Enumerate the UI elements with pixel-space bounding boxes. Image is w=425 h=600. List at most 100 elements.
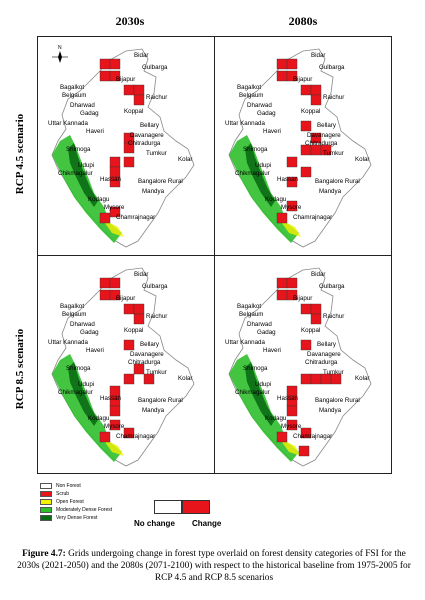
place-label: Chamrajnagar — [116, 214, 155, 221]
change-grid-cell — [286, 200, 298, 212]
change-grid-cell — [133, 94, 145, 106]
place-label: Bagalkot — [237, 84, 261, 91]
change-grid-cell — [310, 132, 322, 144]
change-grid-cell — [286, 70, 298, 82]
place-label: Tumkur — [146, 150, 167, 157]
place-label: Raichur — [323, 313, 344, 320]
place-label: Davanagere — [307, 351, 341, 358]
place-label: Mandya — [319, 188, 342, 195]
change-grid-cell — [123, 303, 135, 315]
change-grid-cell — [310, 313, 322, 325]
place-label: Dharwad — [247, 102, 272, 109]
place-label: Gulbarga — [142, 283, 168, 290]
place-label: Kolar — [355, 156, 369, 163]
change-grid-cell — [300, 84, 312, 96]
place-label: Shimoga — [66, 365, 91, 372]
legend-swatch — [40, 499, 52, 505]
very-dense-forest-region — [68, 362, 98, 426]
place-label: Raichur — [146, 94, 167, 101]
very-dense-forest-region — [245, 362, 275, 426]
place-label: Belgaum — [62, 311, 86, 318]
change-grid-cell — [133, 84, 145, 96]
change-grid-cell — [109, 70, 121, 82]
change-grid-cell — [286, 289, 298, 301]
caption-text: Grids undergoing change in forest type o… — [17, 549, 411, 583]
place-label: Kolar — [355, 375, 369, 382]
change-grid-cell — [286, 405, 298, 417]
change-grid-cell — [310, 94, 322, 106]
place-label: Shimoga — [243, 365, 268, 372]
change-grid-cell — [286, 176, 298, 188]
place-label: Shimoga — [243, 146, 268, 153]
figure-caption: Figure 4.7: Grids undergoing change in f… — [14, 548, 414, 584]
change-grid-cell — [300, 339, 312, 351]
change-grid-cell — [300, 120, 312, 132]
change-grid-cell — [300, 166, 312, 178]
row-label-rcp85: RCP 8.5 scenario — [14, 328, 26, 410]
change-swatch — [182, 500, 210, 514]
change-grid-cell — [310, 84, 322, 96]
place-label: Gadag — [80, 110, 99, 117]
place-label: Koppal — [301, 327, 320, 334]
place-label: Gadag — [257, 329, 276, 336]
place-label: Bidar — [311, 52, 325, 59]
place-label: Bijapur — [293, 76, 312, 83]
change-grid-cell — [99, 289, 111, 301]
no-change-label: No change — [134, 519, 175, 528]
change-grid-cell — [99, 70, 111, 82]
change-grid-cell — [99, 58, 111, 70]
change-grid-cell — [109, 176, 121, 188]
change-grid-cell — [276, 277, 288, 289]
place-label: Chikmagalur — [235, 389, 270, 396]
place-label: Bagalkot — [60, 303, 84, 310]
place-label: Chikmagalur — [235, 170, 270, 177]
map-panel-rcp45-2080s: Bidar Gulbarga Bijapur Bagalkot Belgaum Raich… — [215, 37, 390, 254]
place-label: Gadag — [80, 329, 99, 336]
legend-swatch — [40, 491, 52, 497]
place-label: Bellary — [317, 122, 337, 129]
change-grid-cell — [143, 373, 155, 385]
legend-item: Open Forest — [40, 498, 112, 506]
place-label: Gulbarga — [142, 64, 168, 71]
map-panel-rcp85-2030s: Bidar Gulbarga Bijapur Bagalkot Belgaum Raich… — [38, 256, 213, 473]
place-label: Uttar Kannada — [225, 120, 265, 127]
place-label: Belgaum — [239, 311, 263, 318]
change-grid-cell — [310, 373, 322, 385]
change-grid-cell — [300, 373, 312, 385]
place-label: Mysore — [104, 204, 125, 211]
change-grid-cell — [276, 431, 288, 443]
place-label: Tumkur — [323, 150, 344, 157]
place-label: Bidar — [311, 271, 325, 278]
place-label: Haveri — [263, 347, 281, 354]
place-label: Chamrajnagar — [293, 214, 332, 221]
very-dense-forest-region — [245, 143, 275, 207]
change-grid-cell — [276, 289, 288, 301]
place-label: Koppal — [124, 108, 143, 115]
very-dense-forest-region — [68, 143, 98, 207]
legend-item: Non Forest — [40, 482, 112, 490]
place-label: Bijapur — [116, 295, 135, 302]
change-grid-cell — [286, 156, 298, 168]
change-grid-cell — [109, 58, 121, 70]
place-label: Shimoga — [66, 146, 91, 153]
place-label: Chikmagalur — [58, 389, 93, 396]
place-label: Belgaum — [62, 92, 86, 99]
map-panel-rcp45-2030s: Bidar Gulbarga Bijapur Bagalkot Belgaum Raich… — [38, 37, 213, 254]
place-label: Bidar — [134, 52, 148, 59]
place-label: Bangalore Rural — [138, 397, 183, 404]
change-grid-cell — [133, 303, 145, 315]
place-label: Bangalore Rural — [315, 178, 360, 185]
change-grid-cell — [276, 212, 288, 224]
change-grid-cell — [123, 84, 135, 96]
place-label: Chitradurga — [128, 359, 161, 366]
change-grid-cell — [123, 373, 135, 385]
place-label: Mysore — [281, 423, 302, 430]
place-label: Davanagere — [130, 351, 164, 358]
place-label: Mandya — [142, 188, 165, 195]
place-label: Davanagere — [130, 132, 164, 139]
place-label: Bagalkot — [237, 303, 261, 310]
change-grid-cell — [310, 303, 322, 315]
place-label: Uttar Kannada — [225, 339, 265, 346]
